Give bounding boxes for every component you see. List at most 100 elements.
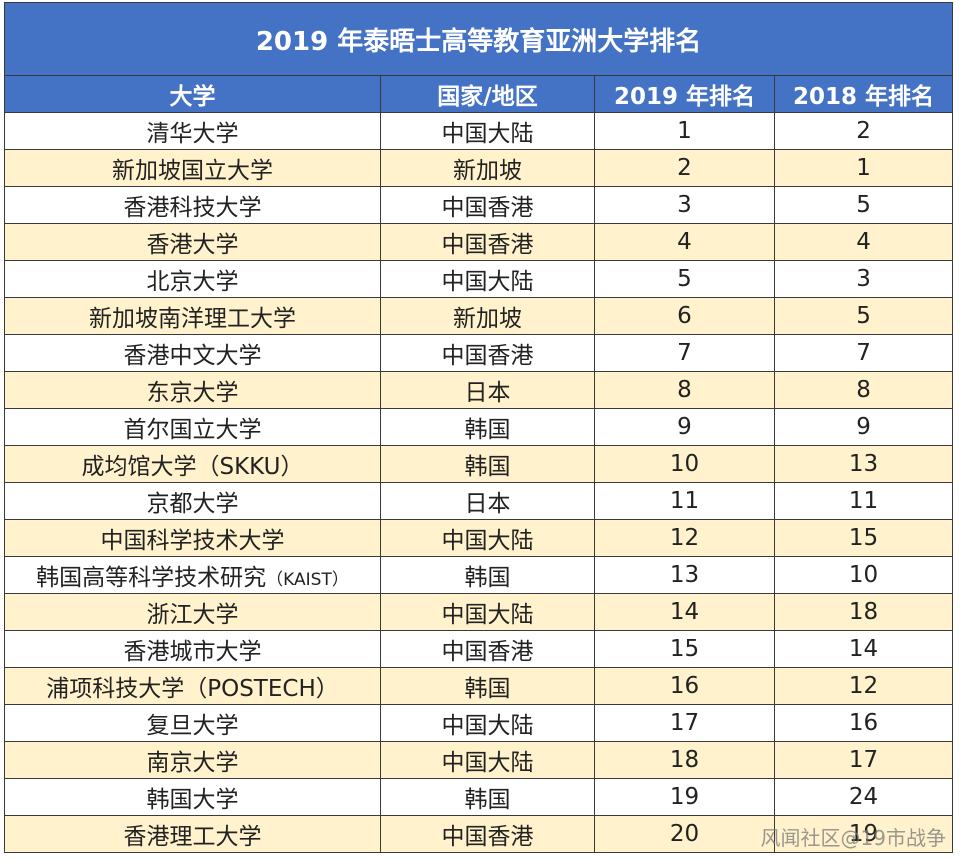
table-row: 新加坡南洋理工大学 新加坡 6 5 xyxy=(4,297,954,335)
cell-rank-2019: 5 xyxy=(594,260,775,298)
cell-rank-2018: 12 xyxy=(773,667,954,705)
cell-rank-2019: 17 xyxy=(594,704,775,742)
cell-university: 东京大学 xyxy=(4,371,381,409)
cell-region: 新加坡 xyxy=(380,297,595,335)
cell-rank-2018: 9 xyxy=(773,408,954,446)
cell-rank-2018: 11 xyxy=(773,482,954,520)
header-row: 大学 国家/地区 2019 年排名 2018 年排名 xyxy=(4,75,954,113)
cell-university: 首尔国立大学 xyxy=(4,408,381,446)
cell-rank-2019: 15 xyxy=(594,630,775,668)
cell-rank-2019: 11 xyxy=(594,482,775,520)
cell-region: 中国香港 xyxy=(380,630,595,668)
cell-region: 日本 xyxy=(380,371,595,409)
table-row: 香港城市大学 中国香港 15 14 xyxy=(4,630,954,668)
cell-region: 韩国 xyxy=(380,445,595,483)
table-body: 清华大学 中国大陆 1 2 新加坡国立大学 新加坡 2 1 香港科技大学 中国香港 3 5 香港大学 中国… xyxy=(4,112,954,853)
table-row: 首尔国立大学 韩国 9 9 xyxy=(4,408,954,446)
cell-rank-2018: 1 xyxy=(773,149,954,187)
cell-rank-2018: 10 xyxy=(773,556,954,594)
table-row: 东京大学 日本 8 8 xyxy=(4,371,954,409)
cell-region: 中国香港 xyxy=(380,186,595,224)
cell-rank-2018: 19 xyxy=(773,815,954,853)
cell-rank-2019: 12 xyxy=(594,519,775,557)
cell-region: 中国香港 xyxy=(380,815,595,853)
table-row: 南京大学 中国大陆 18 17 xyxy=(4,741,954,779)
cell-region: 日本 xyxy=(380,482,595,520)
header-rank-2018: 2018 年排名 xyxy=(773,75,954,113)
cell-region: 韩国 xyxy=(380,667,595,705)
table-row: 香港大学 中国香港 4 4 xyxy=(4,223,954,261)
cell-rank-2018: 17 xyxy=(773,741,954,779)
table-row: 浙江大学 中国大陆 14 18 xyxy=(4,593,954,631)
cell-rank-2019: 13 xyxy=(594,556,775,594)
cell-region: 中国香港 xyxy=(380,334,595,372)
cell-rank-2018: 5 xyxy=(773,297,954,335)
table-row: 香港理工大学 中国香港 20 19 xyxy=(4,815,954,853)
header-university: 大学 xyxy=(4,75,381,113)
cell-university: 香港大学 xyxy=(4,223,381,261)
cell-rank-2018: 3 xyxy=(773,260,954,298)
cell-rank-2019: 4 xyxy=(594,223,775,261)
cell-rank-2019: 8 xyxy=(594,371,775,409)
cell-rank-2019: 1 xyxy=(594,112,775,150)
cell-rank-2018: 13 xyxy=(773,445,954,483)
cell-region: 中国大陆 xyxy=(380,593,595,631)
cell-university: 京都大学 xyxy=(4,482,381,520)
cell-university: 北京大学 xyxy=(4,260,381,298)
table-row: 京都大学 日本 11 11 xyxy=(4,482,954,520)
cell-rank-2019: 18 xyxy=(594,741,775,779)
ranking-table: 2019 年泰晤士高等教育亚洲大学排名 大学 国家/地区 2019 年排名 20… xyxy=(3,2,954,853)
header-region: 国家/地区 xyxy=(380,75,595,113)
cell-rank-2018: 2 xyxy=(773,112,954,150)
cell-university: 香港中文大学 xyxy=(4,334,381,372)
cell-region: 新加坡 xyxy=(380,149,595,187)
cell-university: 清华大学 xyxy=(4,112,381,150)
cell-region: 中国大陆 xyxy=(380,519,595,557)
cell-region: 中国大陆 xyxy=(380,260,595,298)
cell-university: 南京大学 xyxy=(4,741,381,779)
cell-rank-2019: 19 xyxy=(594,778,775,816)
cell-rank-2019: 7 xyxy=(594,334,775,372)
cell-university: 浙江大学 xyxy=(4,593,381,631)
table-row: 中国科学技术大学 中国大陆 12 15 xyxy=(4,519,954,557)
cell-rank-2018: 24 xyxy=(773,778,954,816)
table-row: 浦项科技大学（POSTECH） 韩国 16 12 xyxy=(4,667,954,705)
cell-rank-2019: 9 xyxy=(594,408,775,446)
cell-university: 香港理工大学 xyxy=(4,815,381,853)
cell-rank-2019: 14 xyxy=(594,593,775,631)
title-row: 2019 年泰晤士高等教育亚洲大学排名 xyxy=(3,2,954,76)
table-row: 韩国大学 韩国 19 24 xyxy=(4,778,954,816)
university-abbrev: （KAIST） xyxy=(266,570,349,590)
table-row: 新加坡国立大学 新加坡 2 1 xyxy=(4,149,954,187)
cell-university: 韩国高等科学技术研究（KAIST） xyxy=(4,556,381,594)
cell-rank-2018: 8 xyxy=(773,371,954,409)
table-row: 复旦大学 中国大陆 17 16 xyxy=(4,704,954,742)
cell-rank-2018: 18 xyxy=(773,593,954,631)
cell-region: 韩国 xyxy=(380,556,595,594)
cell-region: 中国香港 xyxy=(380,223,595,261)
cell-university: 香港科技大学 xyxy=(4,186,381,224)
cell-rank-2018: 7 xyxy=(773,334,954,372)
cell-rank-2019: 20 xyxy=(594,815,775,853)
cell-university: 香港城市大学 xyxy=(4,630,381,668)
cell-university: 韩国大学 xyxy=(4,778,381,816)
table-row: 清华大学 中国大陆 1 2 xyxy=(4,112,954,150)
cell-university: 复旦大学 xyxy=(4,704,381,742)
cell-rank-2019: 2 xyxy=(594,149,775,187)
table-row: 香港中文大学 中国香港 7 7 xyxy=(4,334,954,372)
cell-rank-2018: 15 xyxy=(773,519,954,557)
table-row: 成均馆大学（SKKU） 韩国 10 13 xyxy=(4,445,954,483)
cell-university: 新加坡南洋理工大学 xyxy=(4,297,381,335)
cell-rank-2018: 14 xyxy=(773,630,954,668)
table-row: 北京大学 中国大陆 5 3 xyxy=(4,260,954,298)
cell-region: 中国大陆 xyxy=(380,741,595,779)
cell-rank-2019: 16 xyxy=(594,667,775,705)
cell-rank-2018: 5 xyxy=(773,186,954,224)
cell-rank-2019: 6 xyxy=(594,297,775,335)
cell-university: 中国科学技术大学 xyxy=(4,519,381,557)
table-row: 香港科技大学 中国香港 3 5 xyxy=(4,186,954,224)
cell-region: 韩国 xyxy=(380,778,595,816)
table-title: 2019 年泰晤士高等教育亚洲大学排名 xyxy=(3,2,954,76)
cell-university: 新加坡国立大学 xyxy=(4,149,381,187)
cell-rank-2018: 4 xyxy=(773,223,954,261)
